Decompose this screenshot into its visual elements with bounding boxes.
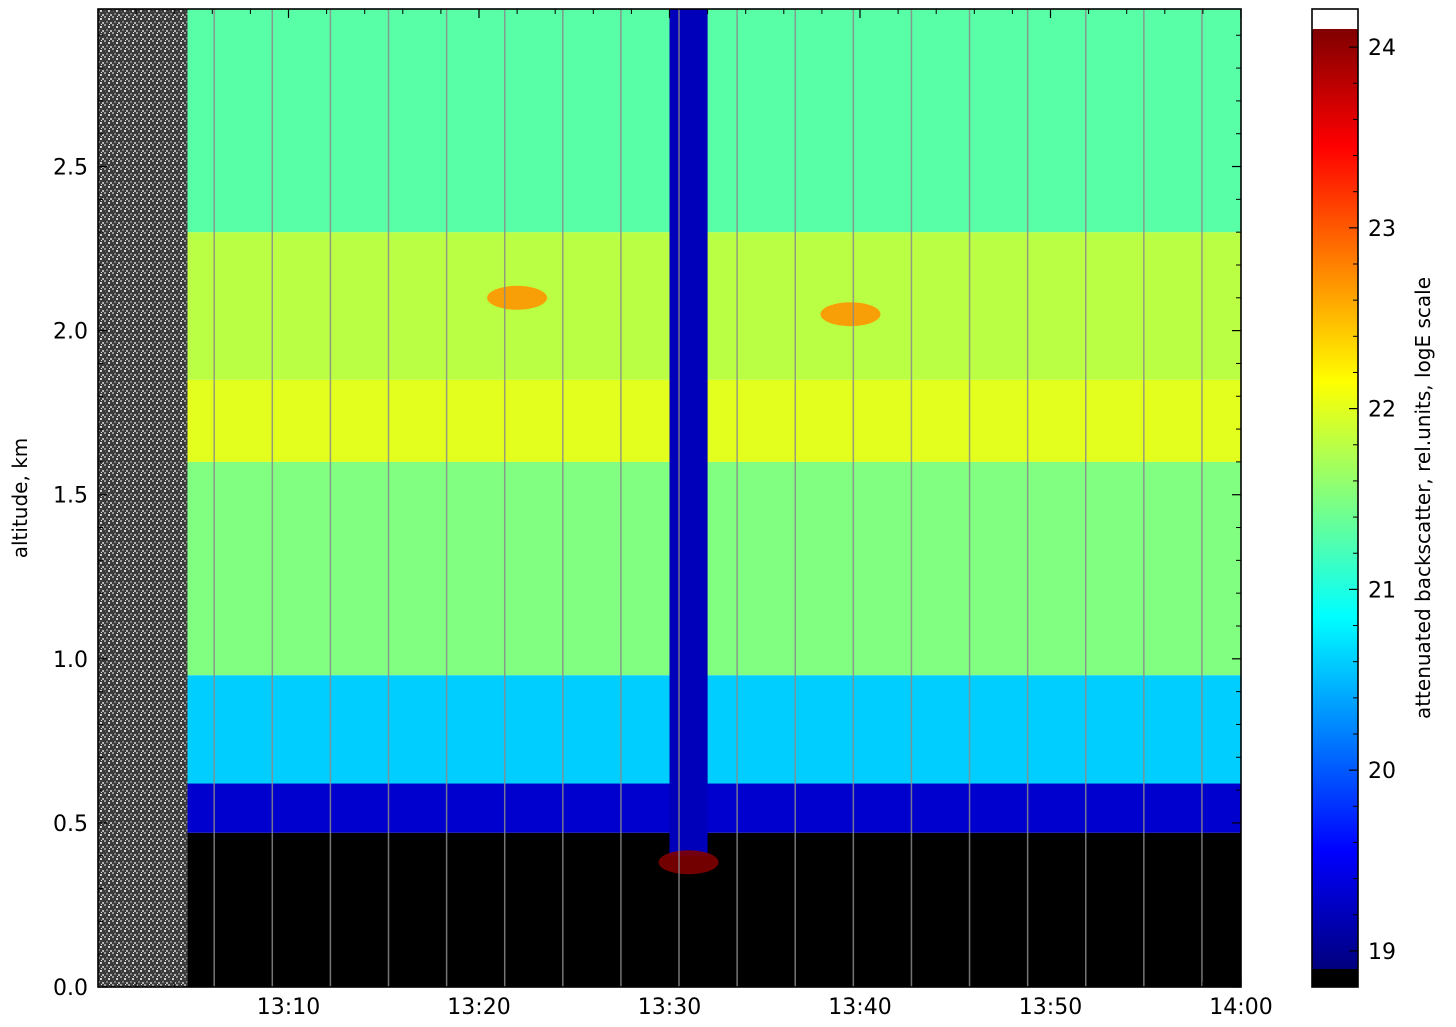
heatmap-layer [187,379,1241,462]
y-tick-label: 2.5 [53,156,88,181]
heatmap-layer [187,461,1241,676]
x-tick-label: 14:00 [1209,995,1272,1020]
colorbar-tick-label: 23 [1368,217,1396,242]
y-tick-label: 0.0 [53,976,88,1001]
colorbar-tick-label: 19 [1368,940,1396,965]
colorbar-label: attenuated backscatter, rel.units, logE … [1411,277,1435,719]
heatmap-layer [187,783,1241,833]
y-tick-label: 0.5 [53,812,88,837]
heatmap-layer [98,9,188,987]
x-axis: 13:10 13:20 13:30 13:40 13:50 14:00 [135,9,1273,1020]
colorbar-tick-label: 22 [1368,398,1396,423]
colorbar-tick-label: 21 [1368,578,1396,603]
colorbar-gradient [1312,29,1358,969]
y-axis: 0.0 0.5 1.0 1.5 2.0 2.5 [53,34,1241,1001]
heatmap-layers [98,9,1241,987]
plot-area [98,9,1241,987]
heatmap-feature [658,850,719,875]
heatmap-layer [669,9,708,856]
colorbar-frame [1311,8,1359,988]
heatmap-feature [487,285,548,310]
y-tick-label: 1.5 [53,484,88,509]
heatmap-layer [187,232,1241,380]
y-tick-label: 1.0 [53,648,88,673]
colorbar-tick-label: 20 [1368,759,1396,784]
x-tick-label: 13:20 [447,995,510,1020]
heatmap-feature [820,302,881,327]
colorbar-over [1312,9,1358,29]
x-tick-label: 13:50 [1019,995,1082,1020]
heatmap-layer [187,675,1241,784]
heatmap-features [487,285,881,875]
x-tick-label: 13:40 [828,995,891,1020]
colorbar-ticks: 19 20 21 22 23 24 [1349,36,1396,965]
grid-lines [213,9,1203,987]
heatmap-layer [187,832,1241,987]
x-tick-label: 13:10 [257,995,320,1020]
colorbar-tick-label: 24 [1368,36,1396,61]
y-tick-label: 2.0 [53,320,88,345]
y-axis-label: altitude, km [8,438,32,559]
colorbar-under [1312,969,1358,987]
heatmap-layer [187,9,1241,233]
colorbar: 19 20 21 22 23 24 [1311,8,1396,988]
x-tick-label: 13:30 [638,995,701,1020]
